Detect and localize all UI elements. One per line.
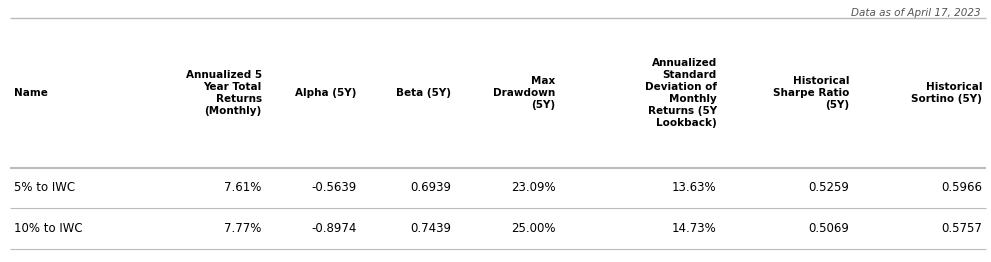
Text: -0.8974: -0.8974 bbox=[311, 222, 357, 235]
Text: Annualized
Standard
Deviation of
Monthly
Returns (5Y
Lookback): Annualized Standard Deviation of Monthly… bbox=[645, 58, 716, 128]
Text: Name: Name bbox=[14, 88, 48, 98]
Text: Alpha (5Y): Alpha (5Y) bbox=[295, 88, 357, 98]
Text: 14.73%: 14.73% bbox=[672, 222, 716, 235]
Text: Historical
Sortino (5Y): Historical Sortino (5Y) bbox=[911, 82, 982, 104]
Text: 5% to IWC: 5% to IWC bbox=[14, 182, 75, 194]
Text: Max
Drawdown
(5Y): Max Drawdown (5Y) bbox=[494, 76, 556, 110]
Text: 0.5069: 0.5069 bbox=[809, 222, 849, 235]
Text: 0.5757: 0.5757 bbox=[941, 222, 982, 235]
Text: 0.7439: 0.7439 bbox=[410, 222, 451, 235]
Text: 23.09%: 23.09% bbox=[511, 182, 556, 194]
Text: 13.63%: 13.63% bbox=[672, 182, 716, 194]
Text: -0.5639: -0.5639 bbox=[311, 182, 357, 194]
Text: 10% to IWC: 10% to IWC bbox=[14, 222, 82, 235]
Text: 0.6939: 0.6939 bbox=[410, 182, 451, 194]
Text: Beta (5Y): Beta (5Y) bbox=[396, 88, 451, 98]
Text: Annualized 5
Year Total
Returns
(Monthly): Annualized 5 Year Total Returns (Monthly… bbox=[185, 70, 262, 116]
Text: 0.5966: 0.5966 bbox=[941, 182, 982, 194]
Text: Data as of April 17, 2023: Data as of April 17, 2023 bbox=[851, 8, 981, 18]
Text: 0.5259: 0.5259 bbox=[809, 182, 849, 194]
Text: Historical
Sharpe Ratio
(5Y): Historical Sharpe Ratio (5Y) bbox=[773, 76, 849, 110]
Text: 25.00%: 25.00% bbox=[511, 222, 556, 235]
Text: 7.61%: 7.61% bbox=[224, 182, 262, 194]
Text: 7.77%: 7.77% bbox=[224, 222, 262, 235]
